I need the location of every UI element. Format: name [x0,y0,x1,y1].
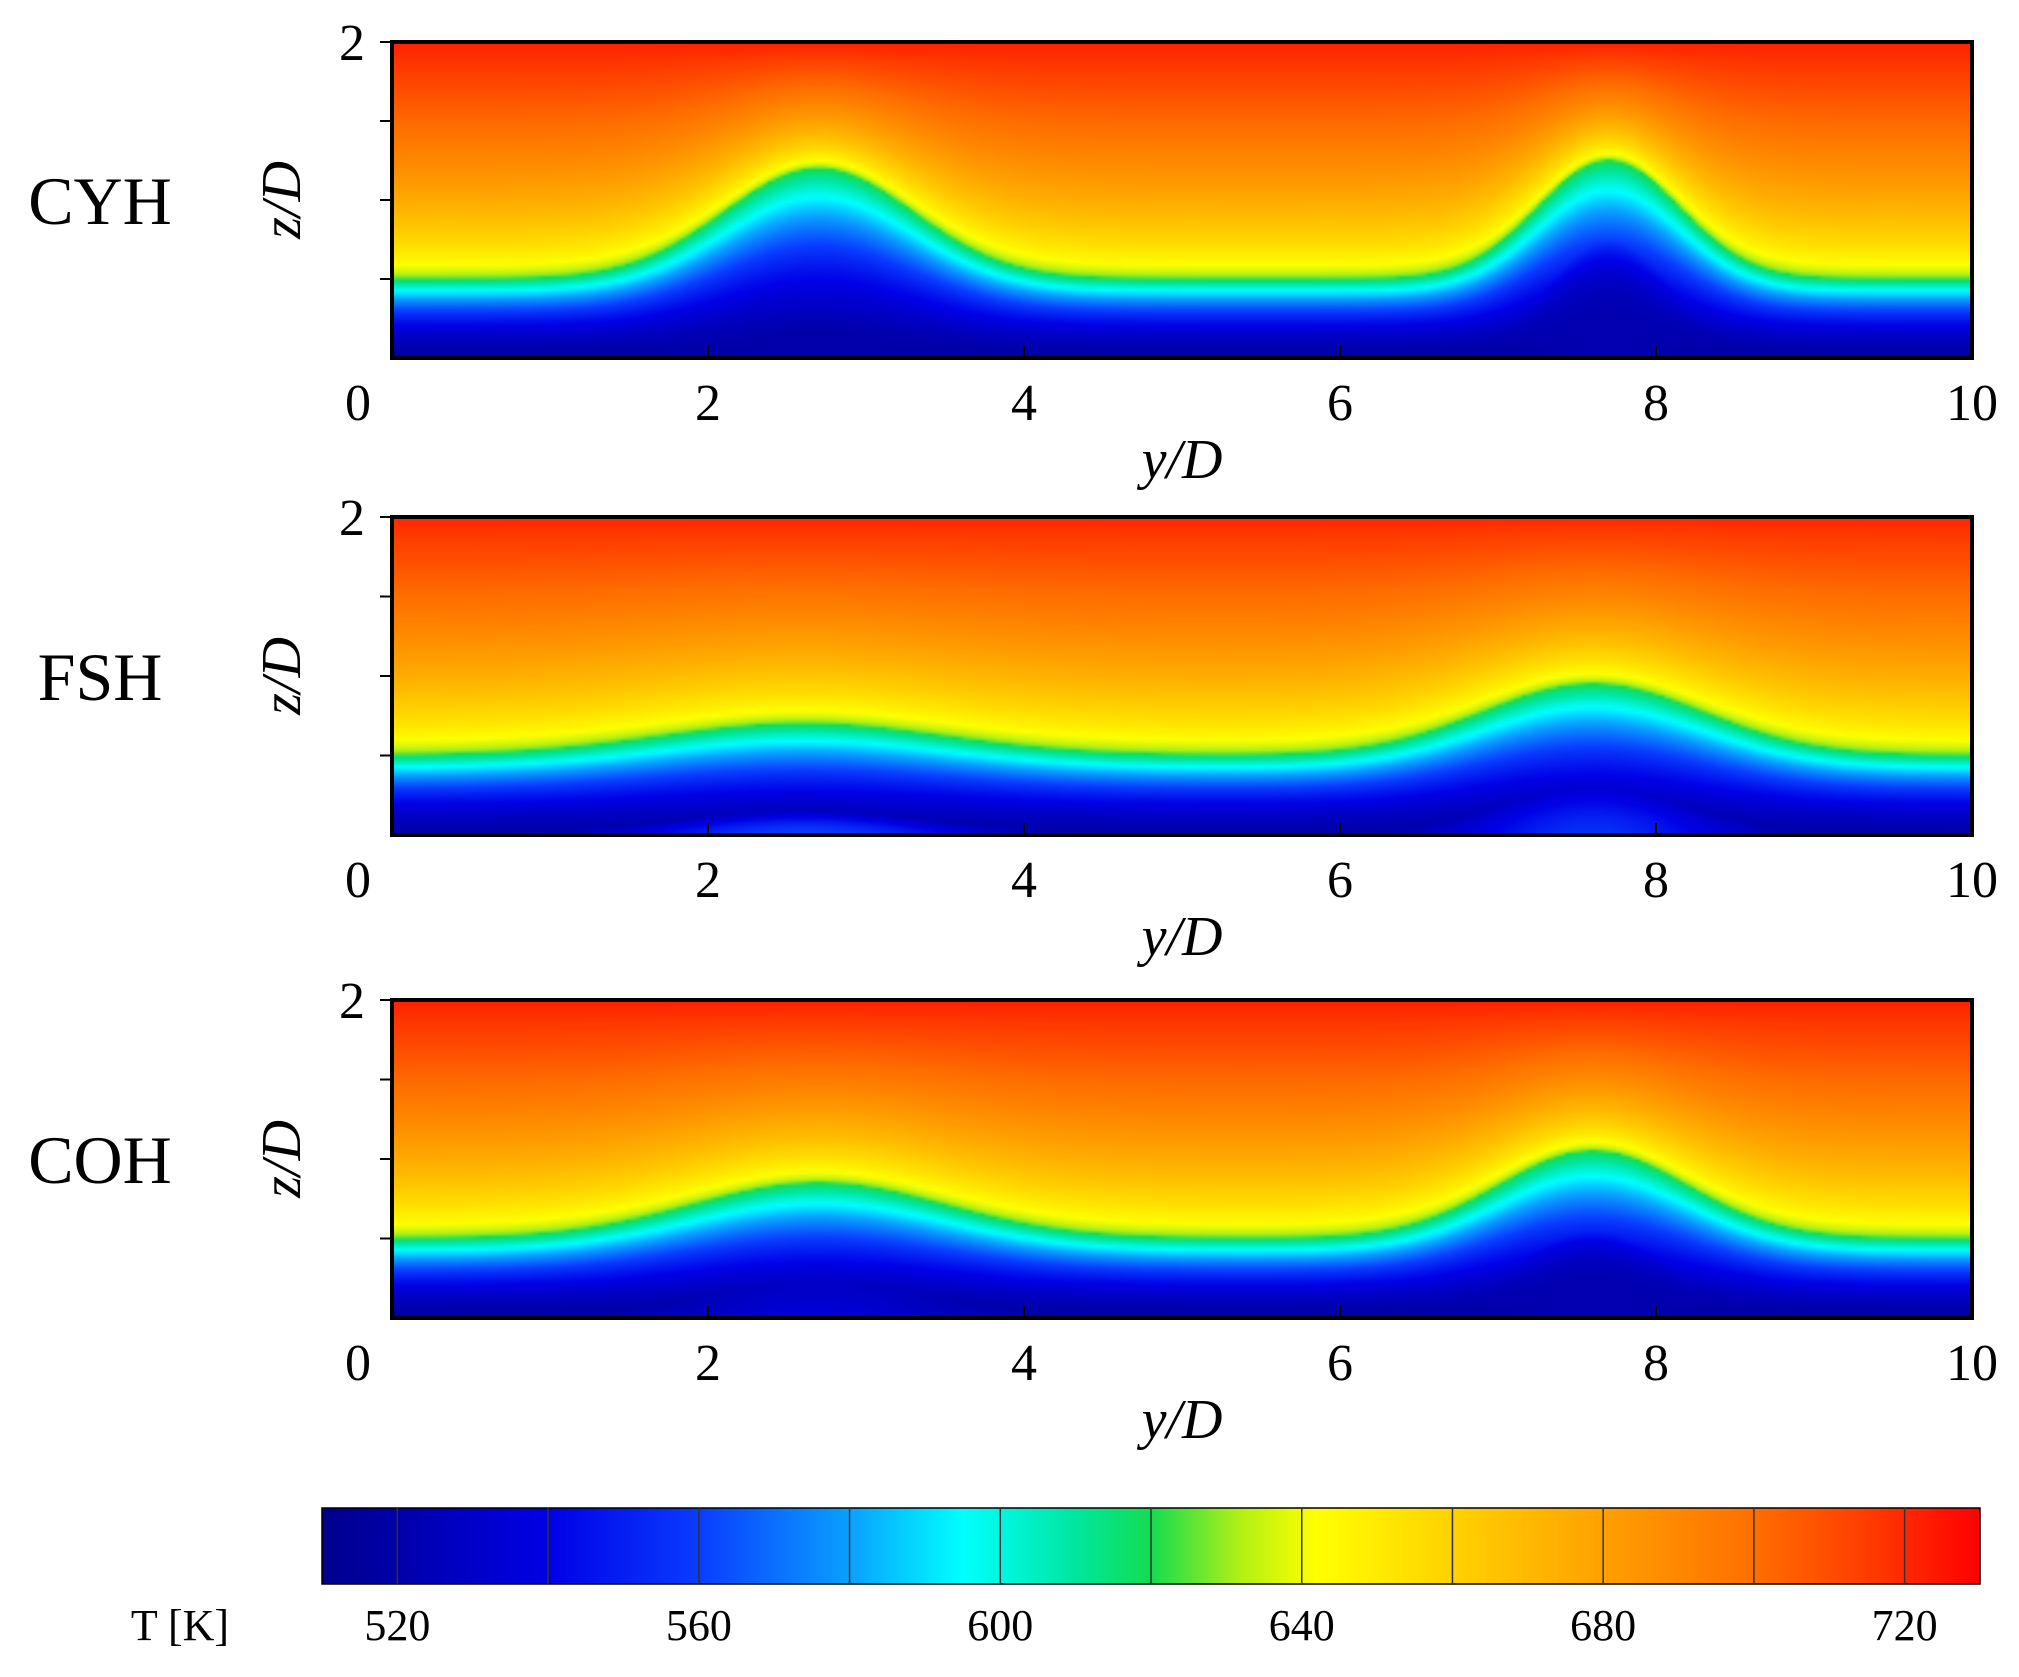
x-tick-label: 6 [1327,1335,1353,1392]
temperature-field-image [392,517,1972,835]
x-axis-label: y/D [1137,906,1223,968]
x-tick-label: 2 [695,852,721,909]
x-axis-label: y/D [1137,429,1223,491]
y-axis-label: z/D [251,1120,313,1199]
panel-label: COH [28,1122,172,1198]
x-tick-label: 4 [1011,852,1037,909]
panel-coh: 0 2 4 6 8 10 2 y/D z/D COH [28,973,1998,1451]
x-tick-label: 8 [1643,852,1669,909]
colorbar-tick-label: 720 [1872,1601,1938,1650]
y-tick-label: 2 [339,15,365,72]
colorbar-tick-label: 520 [364,1601,430,1650]
colorbar-label: T [K] [131,1601,229,1650]
panel-cyh: 0 2 4 6 8 10 2 y/D z/D CYH [28,15,1998,491]
colorbar-tick-label: 560 [666,1601,732,1650]
x-tick-label: 8 [1643,375,1669,432]
colorbar: 520 560 600 640 680 720 T [K] [131,1507,1981,1650]
panel-fsh: 0 2 4 6 8 10 2 y/D z/D FSH [38,490,1998,968]
colorbar-tick-label: 640 [1269,1601,1335,1650]
panel-label: CYH [28,163,172,239]
panel-label: FSH [38,639,163,715]
colorbar-tick-label: 680 [1570,1601,1636,1650]
x-tick-label: 10 [1946,852,1998,909]
y-tick-label: 2 [339,973,365,1030]
y-axis-label: z/D [251,161,313,240]
x-tick-label: 2 [695,1335,721,1392]
y-tick-label: 2 [339,490,365,547]
x-tick-label: 2 [695,375,721,432]
x-tick-label: 10 [1946,1335,1998,1392]
x-tick-label: 0 [345,852,371,909]
y-axis-label: z/D [251,637,313,716]
x-tick-label: 10 [1946,375,1998,432]
x-tick-label: 4 [1011,1335,1037,1392]
x-tick-label: 4 [1011,375,1037,432]
x-tick-label: 6 [1327,852,1353,909]
x-tick-label: 0 [345,1335,371,1392]
x-axis-label: y/D [1137,1389,1223,1451]
colorbar-tick-label: 600 [967,1601,1033,1650]
x-tick-label: 0 [345,375,371,432]
temperature-field-image [392,1000,1972,1318]
x-tick-label: 8 [1643,1335,1669,1392]
temperature-field-image [392,42,1972,358]
x-tick-label: 6 [1327,375,1353,432]
